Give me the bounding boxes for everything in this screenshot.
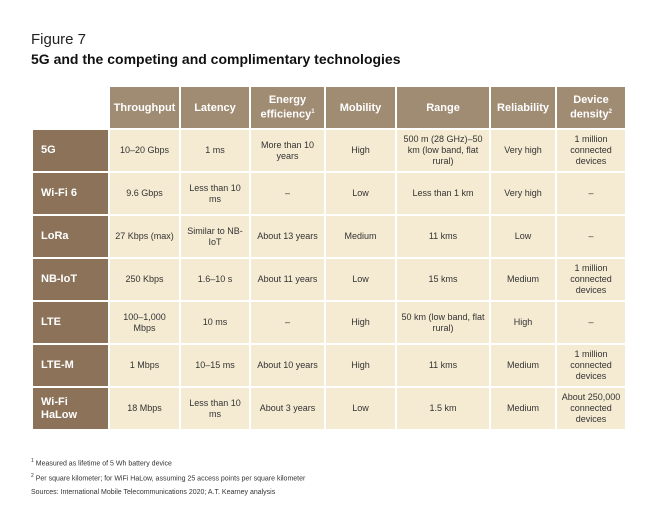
table-cell: Medium: [491, 388, 555, 429]
table-cell: High: [326, 130, 395, 173]
column-header: Mobility: [326, 87, 395, 130]
table-row: Wi-Fi 6 9.6 Gbps Less than 10 ms – Low L…: [33, 173, 625, 216]
row-header: Wi-Fi HaLow: [33, 388, 108, 429]
table-cell: Medium: [326, 216, 395, 259]
table-cell: 1 ms: [181, 130, 249, 173]
column-header: Throughput: [110, 87, 179, 130]
table-cell: About 11 years: [251, 259, 324, 302]
table-cell: High: [326, 302, 395, 345]
table-cell: 10–15 ms: [181, 345, 249, 388]
column-header: Latency: [181, 87, 249, 130]
table-cell: 1 million connected devices: [557, 345, 625, 388]
footnote-2: 2 Per square kilometer; for WiFi HaLow, …: [31, 473, 306, 483]
table-cell: About 13 years: [251, 216, 324, 259]
table-row: LTE 100–1,000 Mbps 10 ms – High 50 km (l…: [33, 302, 625, 345]
header-row: Throughput Latency Energy efficiency1 Mo…: [33, 87, 625, 130]
table-cell: 1 Mbps: [110, 345, 179, 388]
table-cell: 50 km (low band, flat rural): [397, 302, 489, 345]
table-cell: More than 10 years: [251, 130, 324, 173]
table-cell: –: [251, 173, 324, 216]
table-cell: 100–1,000 Mbps: [110, 302, 179, 345]
table-cell: 11 kms: [397, 216, 489, 259]
comparison-table: Throughput Latency Energy efficiency1 Mo…: [31, 87, 627, 429]
table-cell: 1.6–10 s: [181, 259, 249, 302]
row-header: Wi-Fi 6: [33, 173, 108, 216]
table-cell: Low: [326, 259, 395, 302]
table-row: LoRa 27 Kbps (max) Similar to NB-IoT Abo…: [33, 216, 625, 259]
table-cell: High: [491, 302, 555, 345]
table-cell: Low: [326, 388, 395, 429]
footnote-1: 1 Measured as lifetime of 5 Wh battery d…: [31, 458, 172, 468]
table-cell: About 250,000 connected devices: [557, 388, 625, 429]
table-cell: About 10 years: [251, 345, 324, 388]
table-cell: Less than 1 km: [397, 173, 489, 216]
figure-label: Figure 7: [31, 31, 87, 48]
table-cell: Very high: [491, 173, 555, 216]
row-header: LoRa: [33, 216, 108, 259]
column-header: Energy efficiency1: [251, 87, 324, 130]
row-header: LTE-M: [33, 345, 108, 388]
table-cell: 15 kms: [397, 259, 489, 302]
table-cell: –: [557, 216, 625, 259]
table-cell: 10–20 Gbps: [110, 130, 179, 173]
column-header: Device density2: [557, 87, 625, 130]
column-header: Reliability: [491, 87, 555, 130]
table-cell: 1.5 km: [397, 388, 489, 429]
sources-note: Sources: International Mobile Telecommun…: [31, 488, 276, 496]
table-cell: 27 Kbps (max): [110, 216, 179, 259]
table-cell: 18 Mbps: [110, 388, 179, 429]
table-cell: Medium: [491, 259, 555, 302]
table-cell: 1 million connected devices: [557, 259, 625, 302]
table-cell: 11 kms: [397, 345, 489, 388]
table-cell: 9.6 Gbps: [110, 173, 179, 216]
table-cell: About 3 years: [251, 388, 324, 429]
table-cell: 1 million connected devices: [557, 130, 625, 173]
table-row: LTE-M 1 Mbps 10–15 ms About 10 years Hig…: [33, 345, 625, 388]
table-cell: Low: [326, 173, 395, 216]
figure-title: 5G and the competing and complimentary t…: [31, 51, 401, 67]
column-header: Range: [397, 87, 489, 130]
table-cell: Less than 10 ms: [181, 173, 249, 216]
table-cell: Similar to NB-IoT: [181, 216, 249, 259]
corner-cell: [33, 87, 108, 130]
table-cell: High: [326, 345, 395, 388]
table-cell: Less than 10 ms: [181, 388, 249, 429]
table-cell: Very high: [491, 130, 555, 173]
table-row: Wi-Fi HaLow 18 Mbps Less than 10 ms Abou…: [33, 388, 625, 429]
table-cell: 500 m (28 GHz)–50 km (low band, flat rur…: [397, 130, 489, 173]
table-cell: Medium: [491, 345, 555, 388]
table-cell: –: [557, 302, 625, 345]
table-cell: Low: [491, 216, 555, 259]
row-header: LTE: [33, 302, 108, 345]
row-header: NB-IoT: [33, 259, 108, 302]
table-cell: –: [251, 302, 324, 345]
table-row: NB-IoT 250 Kbps 1.6–10 s About 11 years …: [33, 259, 625, 302]
table-cell: –: [557, 173, 625, 216]
table-row: 5G 10–20 Gbps 1 ms More than 10 years Hi…: [33, 130, 625, 173]
table-cell: 250 Kbps: [110, 259, 179, 302]
table-cell: 10 ms: [181, 302, 249, 345]
footnotes: 1 Measured as lifetime of 5 Wh battery d…: [31, 455, 305, 499]
row-header: 5G: [33, 130, 108, 173]
